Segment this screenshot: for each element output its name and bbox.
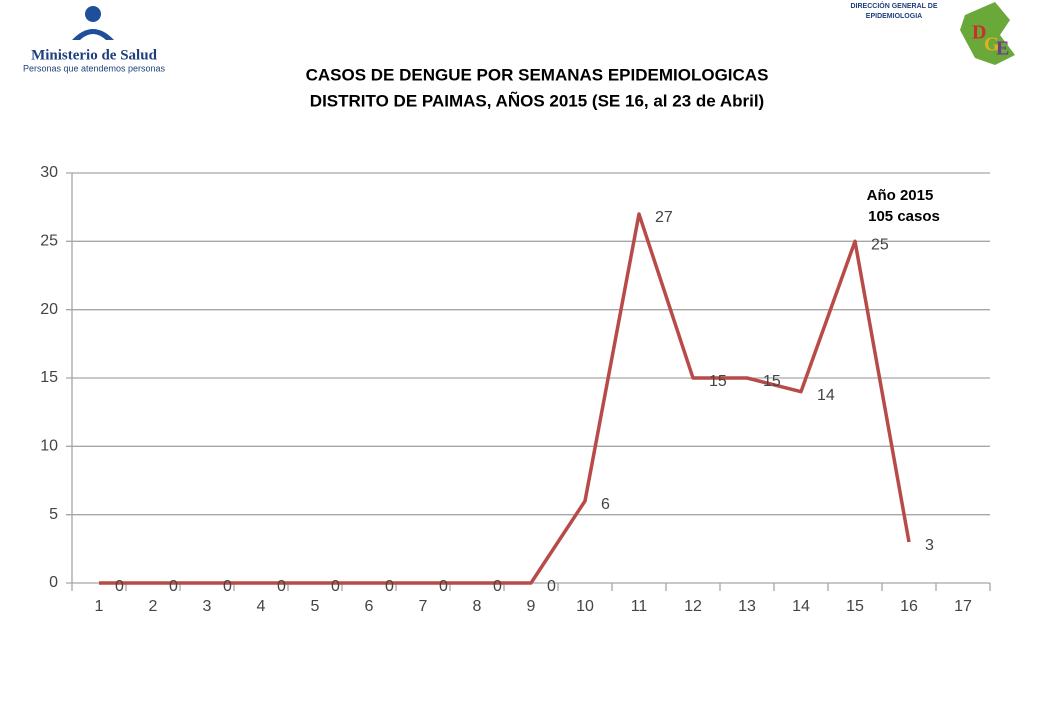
data-label: 0: [385, 578, 394, 595]
data-label: 0: [169, 578, 178, 595]
data-label: 25: [871, 237, 889, 254]
data-label: 0: [547, 578, 556, 595]
annotation: 105 casos: [868, 208, 940, 225]
data-label: 15: [763, 373, 781, 390]
data-label: 0: [277, 578, 286, 595]
x-tick-label: 1: [95, 598, 104, 615]
data-label: 6: [601, 496, 610, 513]
dge-letter: D: [972, 22, 986, 44]
y-tick-label: 10: [40, 438, 58, 455]
minsa-logo: [72, 6, 114, 40]
x-tick-label: 6: [365, 598, 374, 615]
x-tick-label: 11: [631, 598, 648, 615]
y-tick-label: 5: [49, 506, 58, 523]
x-tick-label: 7: [419, 598, 428, 615]
data-label: 0: [223, 578, 232, 595]
data-label: 14: [817, 387, 835, 404]
dge-letter: E: [996, 38, 1009, 60]
data-label: 15: [709, 373, 727, 390]
office-name: DIRECCIÓN GENERAL DE: [851, 1, 938, 10]
data-label: 27: [655, 209, 673, 226]
x-tick-label: 9: [527, 598, 536, 615]
x-tick-label: 10: [576, 598, 594, 615]
dge-letter: G: [984, 34, 1000, 56]
data-label: 0: [115, 578, 124, 595]
y-tick-label: 30: [40, 164, 58, 181]
ministry-slogan: Personas que atendemos personas: [23, 63, 166, 73]
annotation: Año 2015: [867, 187, 934, 204]
ministry-name: Ministerio de Salud: [31, 47, 158, 63]
data-label: 3: [925, 537, 934, 554]
y-tick-label: 15: [40, 369, 58, 386]
x-tick-label: 2: [149, 598, 158, 615]
logo-arc: [72, 29, 114, 40]
dge-logo-map: [960, 2, 1015, 65]
chart-title: CASOS DE DENGUE POR SEMANAS EPIDEMIOLOGI…: [306, 65, 769, 84]
y-tick-label: 20: [40, 301, 58, 318]
x-tick-label: 13: [738, 598, 756, 615]
data-label: 0: [493, 578, 502, 595]
y-tick-label: 25: [40, 233, 58, 250]
x-tick-label: 16: [900, 598, 918, 615]
data-label: 0: [331, 578, 340, 595]
x-tick-label: 14: [792, 598, 810, 615]
x-tick-label: 17: [954, 598, 972, 615]
x-tick-label: 5: [311, 598, 320, 615]
x-tick-label: 3: [203, 598, 212, 615]
chart-subtitle: DISTRITO DE PAIMAS, AÑOS 2015 (SE 16, al…: [310, 90, 764, 110]
y-tick-label: 0: [49, 574, 58, 591]
x-tick-label: 15: [846, 598, 864, 615]
x-tick-label: 12: [684, 598, 702, 615]
office-name: EPIDEMIOLOGIA: [866, 13, 922, 20]
data-label: 0: [439, 578, 448, 595]
logo-head: [85, 6, 101, 22]
data-line: [99, 212, 911, 585]
x-tick-label: 4: [257, 598, 266, 615]
x-tick-label: 8: [473, 598, 482, 615]
